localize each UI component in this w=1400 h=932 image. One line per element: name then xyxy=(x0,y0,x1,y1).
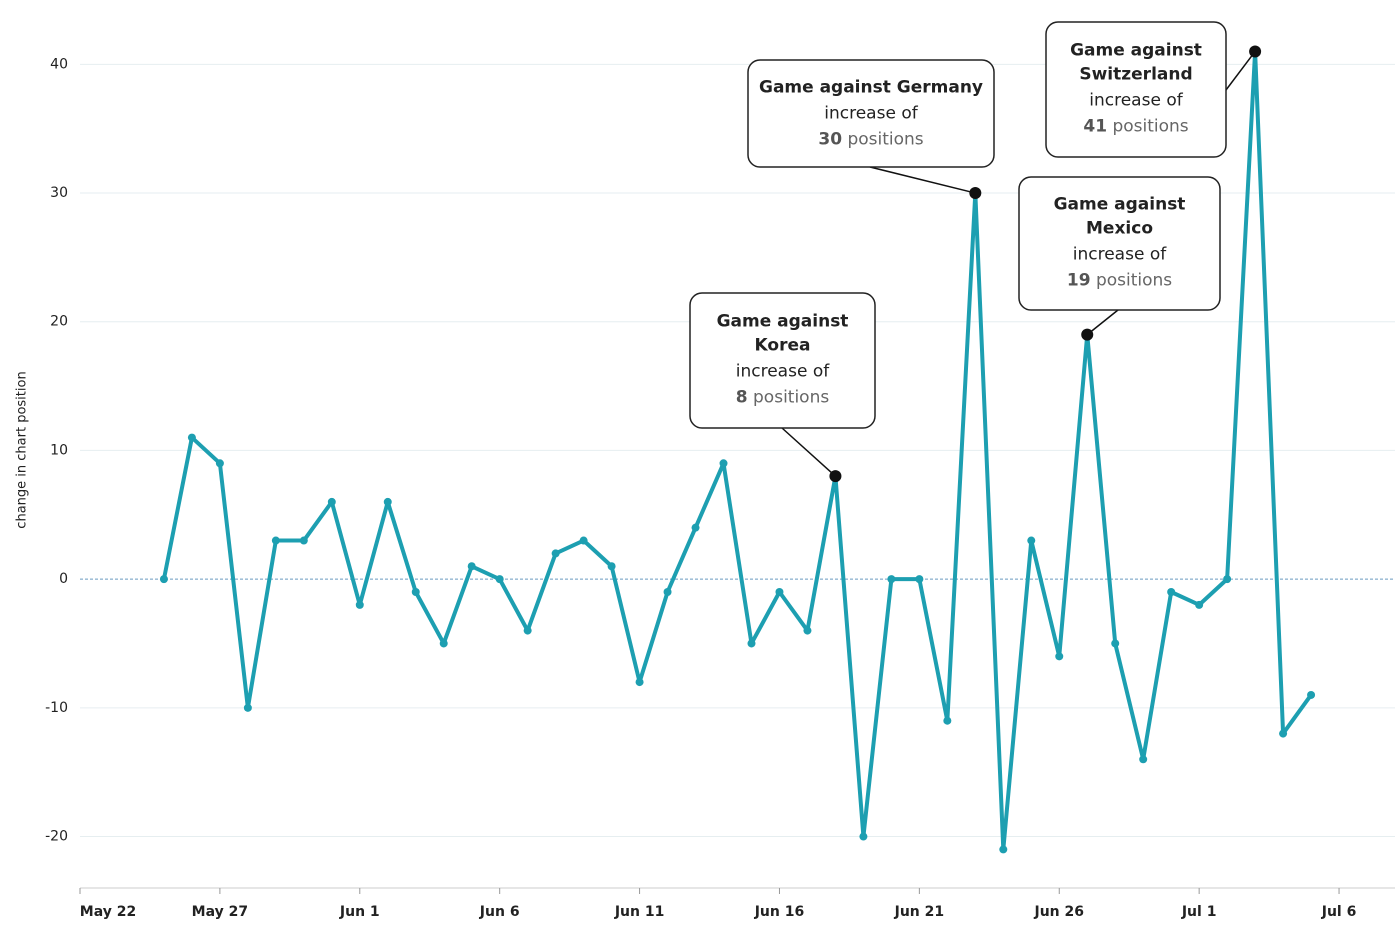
annotation-amount: 8 positions xyxy=(736,388,830,408)
x-tick-label: Jun 11 xyxy=(614,904,665,920)
x-tick-label: Jun 6 xyxy=(479,904,520,920)
annotation-amount: 19 positions xyxy=(1067,271,1172,291)
y-tick-label: 10 xyxy=(50,442,68,458)
annotation-text: increase of xyxy=(1073,245,1167,265)
x-tick-label: Jun 21 xyxy=(894,904,945,920)
point xyxy=(1055,652,1064,661)
point xyxy=(999,845,1008,854)
point xyxy=(775,588,784,596)
point xyxy=(383,497,392,506)
amount-value: 41 xyxy=(1083,117,1107,137)
point xyxy=(579,536,588,545)
amount-unit: positions xyxy=(1096,271,1172,291)
point xyxy=(495,575,504,584)
point xyxy=(467,562,476,571)
amount-value: 19 xyxy=(1067,271,1091,291)
highlight-point xyxy=(1081,328,1094,341)
point xyxy=(355,600,364,609)
point xyxy=(159,575,168,584)
x-tick-label: Jun 16 xyxy=(754,904,805,920)
point xyxy=(943,716,952,725)
point xyxy=(243,703,252,712)
amount-value: 30 xyxy=(818,130,842,150)
point xyxy=(187,433,196,442)
annotation-text: increase of xyxy=(824,104,918,124)
annotation-title: Game against xyxy=(1070,41,1202,61)
highlight-point xyxy=(1249,45,1262,58)
point xyxy=(299,536,308,545)
annotation-title: Game against xyxy=(717,312,849,332)
annotation-box xyxy=(689,292,876,429)
annotation-title: Switzerland xyxy=(1079,65,1192,85)
point xyxy=(1307,690,1316,699)
point xyxy=(327,497,336,506)
point xyxy=(859,832,868,841)
y-tick-label: 40 xyxy=(50,56,68,72)
point xyxy=(691,523,700,532)
leader-line xyxy=(869,166,976,194)
point xyxy=(747,639,756,648)
point xyxy=(215,459,224,468)
point xyxy=(411,588,420,596)
x-tick-label: Jul 1 xyxy=(1181,904,1217,920)
point xyxy=(1027,536,1036,545)
point xyxy=(1195,600,1204,609)
annotation-text: increase of xyxy=(1089,91,1183,111)
x-tick-label: May 27 xyxy=(192,904,248,920)
annotation-box xyxy=(1045,21,1227,158)
x-tick-label: Jun 1 xyxy=(339,904,380,920)
y-tick-label: -20 xyxy=(45,829,68,845)
amount-unit: positions xyxy=(753,388,829,408)
point xyxy=(663,588,672,596)
point xyxy=(915,575,924,584)
y-tick-label: 30 xyxy=(50,185,68,201)
annotation-title: Mexico xyxy=(1086,219,1153,239)
point xyxy=(439,639,448,648)
point xyxy=(1167,588,1176,596)
leader-line xyxy=(781,427,836,477)
annotation-amount: 41 positions xyxy=(1083,117,1188,137)
x-tick-label: Jul 6 xyxy=(1321,904,1357,920)
annotation-text: increase of xyxy=(736,362,830,382)
point xyxy=(551,549,560,558)
point xyxy=(271,536,280,545)
point xyxy=(719,459,728,468)
annotation-title: Game against Germany xyxy=(759,78,983,98)
point xyxy=(887,575,896,584)
y-tick-label: 0 xyxy=(59,571,68,587)
annotation-amount: 30 positions xyxy=(818,130,923,150)
annotation-box xyxy=(747,59,995,168)
x-tick-label: Jun 26 xyxy=(1034,904,1085,920)
y-tick-label: -10 xyxy=(45,700,68,716)
amount-value: 8 xyxy=(736,388,748,408)
annotation-box xyxy=(1018,176,1221,311)
annotation-title: Korea xyxy=(755,336,811,356)
line xyxy=(161,49,1313,852)
point xyxy=(1111,639,1120,648)
amount-unit: positions xyxy=(847,130,923,150)
point xyxy=(1223,575,1232,584)
y-tick-label: 20 xyxy=(50,314,68,330)
amount-unit: positions xyxy=(1112,117,1188,137)
point xyxy=(1279,729,1288,738)
x-tick-label: May 22 xyxy=(80,904,136,920)
highlight-point xyxy=(969,187,982,200)
highlight-point xyxy=(829,470,842,483)
leader-line xyxy=(1225,51,1256,91)
point xyxy=(803,626,812,635)
point xyxy=(635,678,644,687)
point xyxy=(1139,755,1148,764)
leader-line xyxy=(1086,309,1119,336)
point xyxy=(523,626,532,635)
y-axis-label: change in chart position xyxy=(15,371,30,528)
point xyxy=(607,562,616,571)
annotation-title: Game against xyxy=(1054,195,1186,215)
